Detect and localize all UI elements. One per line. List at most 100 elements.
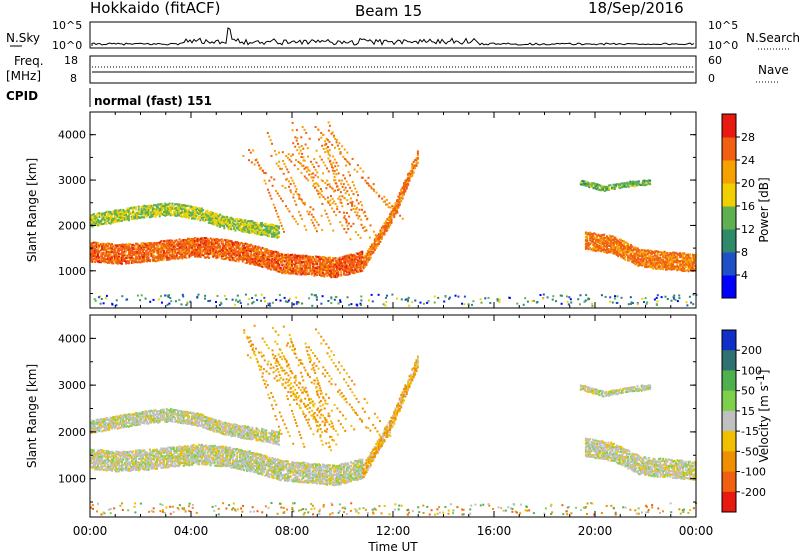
data-cell [161, 246, 164, 249]
data-cell [629, 296, 632, 299]
data-cell [359, 267, 362, 270]
data-cell [95, 462, 98, 465]
data-cell [305, 228, 308, 231]
data-cell [188, 252, 191, 255]
data-cell [278, 227, 280, 230]
data-cell [604, 236, 607, 240]
data-cell [326, 183, 329, 186]
data-cell [253, 257, 256, 260]
data-cell [158, 215, 161, 218]
data-cell [683, 258, 686, 261]
data-cell [98, 462, 101, 465]
data-cell [142, 246, 144, 249]
data-cell [613, 243, 615, 246]
data-cell [228, 218, 231, 221]
data-cell [331, 169, 334, 172]
data-cell [599, 241, 601, 244]
data-cell [604, 251, 607, 254]
data-cell [539, 294, 542, 296]
data-cell [610, 250, 613, 253]
data-cell [109, 248, 112, 252]
data-cell [317, 255, 320, 258]
data-cell [256, 225, 259, 228]
data-cell [130, 249, 133, 252]
data-cell [195, 255, 198, 258]
data-cell [105, 252, 108, 255]
data-cell [139, 244, 142, 247]
data-cell [336, 268, 338, 272]
data-cell [149, 243, 151, 247]
data-cell [351, 181, 354, 183]
data-cell [101, 256, 104, 259]
data-cell [368, 256, 371, 260]
data-cell [95, 458, 98, 461]
data-cell [272, 261, 275, 264]
data-cell [202, 215, 205, 219]
data-cell [275, 231, 278, 234]
data-cell [363, 225, 366, 228]
data-cell [615, 242, 618, 246]
data-cell [628, 247, 631, 250]
data-cell [684, 264, 687, 267]
data-cell [274, 268, 277, 271]
data-cell [345, 164, 347, 167]
data-cell [246, 247, 248, 250]
data-cell [292, 303, 295, 306]
data-cell [263, 225, 266, 228]
data-cell [312, 172, 315, 175]
data-cell [360, 218, 363, 221]
data-cell [221, 215, 224, 218]
data-cell [235, 217, 238, 220]
data-cell [116, 219, 119, 222]
data-cell [294, 185, 297, 188]
data-cell [151, 467, 154, 470]
data-cell [172, 252, 175, 255]
data-cell [198, 251, 201, 254]
data-cell [281, 167, 283, 170]
data-cell [365, 261, 368, 264]
data-cell [209, 251, 212, 254]
data-cell [157, 252, 160, 255]
data-cell [257, 255, 260, 258]
data-cell [302, 271, 305, 274]
data-cell [111, 212, 113, 215]
data-cell [384, 224, 387, 227]
data-cell [182, 255, 185, 258]
data-cell [384, 222, 387, 225]
data-cell [415, 159, 418, 162]
data-cell [257, 245, 260, 248]
data-cell [617, 252, 620, 255]
data-cell [396, 209, 398, 213]
data-cell [163, 257, 166, 260]
data-cell [231, 298, 234, 301]
data-cell [383, 228, 386, 231]
data-cell [408, 179, 411, 182]
data-cell [247, 258, 250, 261]
data-cell [352, 253, 355, 256]
data-cell [141, 216, 144, 219]
data-cell [115, 211, 118, 214]
data-cell [366, 218, 369, 221]
data-cell [98, 460, 101, 463]
data-cell [209, 221, 212, 224]
data-cell [351, 157, 354, 160]
data-cell [362, 267, 365, 270]
data-cell [586, 244, 589, 247]
data-cell [233, 259, 236, 262]
data-cell [128, 463, 130, 466]
data-cell [327, 264, 330, 267]
data-cell [109, 463, 112, 466]
data-cell [160, 246, 163, 249]
data-cell [299, 271, 302, 274]
data-cell [133, 453, 136, 456]
data-cell [164, 253, 167, 256]
data-cell [237, 250, 240, 253]
data-cell [301, 302, 304, 305]
data-cell [147, 244, 150, 247]
data-cell [398, 196, 401, 199]
data-cell [357, 261, 360, 264]
data-cell [174, 257, 177, 260]
data-cell [286, 266, 289, 269]
data-cell [565, 295, 568, 298]
data-cell [111, 303, 114, 306]
